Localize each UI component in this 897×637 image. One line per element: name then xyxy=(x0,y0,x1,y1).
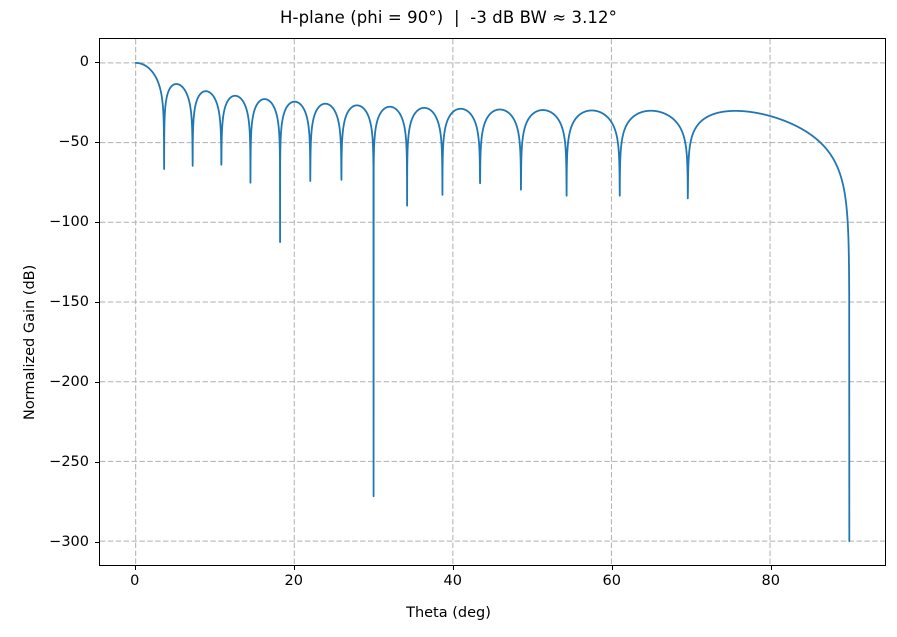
x-tick-mark xyxy=(770,566,772,570)
y-tick-mark xyxy=(95,62,99,64)
grid-layer xyxy=(100,39,885,565)
y-tick-label: −250 xyxy=(49,454,89,470)
chart-title: H-plane (phi = 90°) | -3 dB BW ≈ 3.12° xyxy=(280,8,617,27)
y-tick-mark xyxy=(95,542,99,544)
gain-curve xyxy=(134,62,851,542)
y-tick-mark xyxy=(95,462,99,464)
x-tick-mark xyxy=(452,566,454,570)
x-tick-label: 0 xyxy=(130,573,140,589)
x-tick-label: 60 xyxy=(602,573,621,589)
y-tick-label: −300 xyxy=(49,534,89,550)
y-tick-label: 0 xyxy=(79,54,89,70)
gain-curve-layer xyxy=(134,62,851,542)
x-tick-mark xyxy=(611,566,613,570)
y-tick-mark xyxy=(95,302,99,304)
x-tick-label: 80 xyxy=(761,573,780,589)
x-tick-mark xyxy=(134,566,136,570)
y-tick-label: −100 xyxy=(49,214,89,230)
y-tick-label: −150 xyxy=(49,294,89,310)
y-axis-tick-label-holder: 0 −50 −100 −150 −200 −250 −300 xyxy=(0,0,89,637)
y-tick-label: −50 xyxy=(58,134,89,150)
y-tick-mark xyxy=(95,382,99,384)
y-tick-label: −200 xyxy=(49,374,89,390)
x-tick-label: 20 xyxy=(284,573,303,589)
y-tick-mark xyxy=(95,142,99,144)
x-tick-mark xyxy=(293,566,295,570)
y-axis-label: Normalized Gain (dB) xyxy=(22,264,38,420)
plot-area xyxy=(99,38,886,566)
y-tick-mark xyxy=(95,222,99,224)
x-tick-label: 40 xyxy=(443,573,462,589)
x-axis-label: Theta (deg) xyxy=(406,605,491,621)
